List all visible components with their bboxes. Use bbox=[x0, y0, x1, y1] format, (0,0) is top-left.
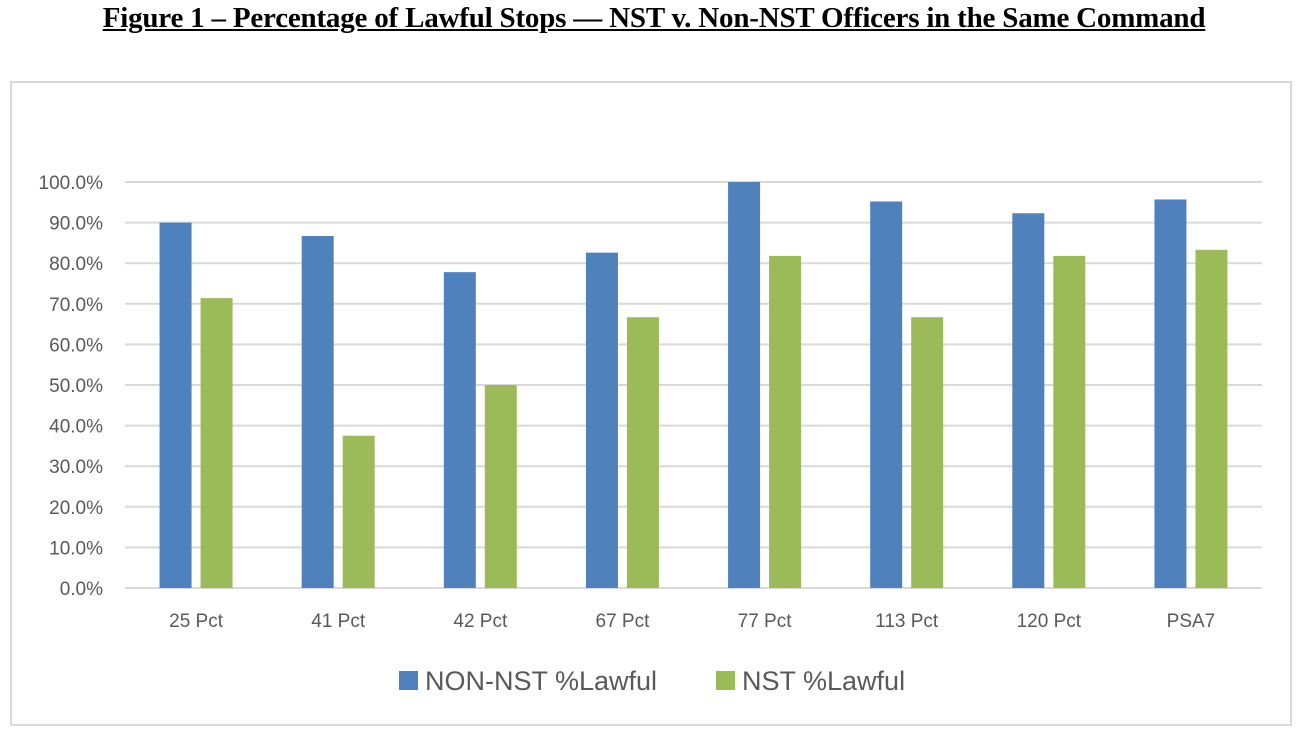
x-tick-label: 67 Pct bbox=[596, 611, 651, 632]
x-tick-label: 120 Pct bbox=[1017, 611, 1082, 632]
bar-nst-psa7 bbox=[1195, 249, 1228, 588]
bar-nst-120-pct bbox=[1053, 255, 1086, 588]
y-axis-tick-labels: 0.0% 10.0% 20.0% 30.0% 40.0% 50.0% 60.0% 70.0% 8… bbox=[39, 173, 104, 600]
y-tick-label: 60.0% bbox=[49, 335, 103, 356]
bar-non-nst-psa7 bbox=[1154, 199, 1187, 588]
y-tick-label: 40.0% bbox=[49, 417, 103, 438]
legend: NON-NST %Lawful NST %Lawful bbox=[399, 666, 905, 696]
bar-nst-41-pct bbox=[342, 435, 375, 588]
bars bbox=[159, 182, 1228, 589]
x-tick-label: 25 Pct bbox=[169, 611, 224, 632]
bar-non-nst-25-pct bbox=[159, 222, 192, 588]
bar-non-nst-42-pct bbox=[443, 272, 476, 588]
x-tick-label: 77 Pct bbox=[738, 611, 793, 632]
gridlines bbox=[125, 181, 1262, 589]
y-tick-label: 30.0% bbox=[49, 457, 103, 478]
x-tick-label: 42 Pct bbox=[453, 611, 508, 632]
bar-nst-25-pct bbox=[200, 298, 233, 588]
bar-nst-113-pct bbox=[911, 317, 944, 588]
bar-non-nst-113-pct bbox=[870, 201, 903, 588]
x-tick-label: 41 Pct bbox=[311, 611, 366, 632]
bar-non-nst-77-pct bbox=[728, 182, 761, 588]
legend-label: NST %Lawful bbox=[742, 666, 905, 696]
legend-label: NON-NST %Lawful bbox=[425, 666, 657, 696]
bar-non-nst-41-pct bbox=[301, 235, 334, 589]
legend-swatch bbox=[399, 671, 418, 690]
bar-non-nst-67-pct bbox=[585, 252, 618, 589]
x-tick-label: PSA7 bbox=[1167, 611, 1216, 632]
y-tick-label: 0.0% bbox=[60, 579, 103, 600]
y-tick-label: 80.0% bbox=[49, 254, 103, 275]
figure-title: Figure 1 – Percentage of Lawful Stops — … bbox=[102, 2, 1206, 34]
y-tick-label: 10.0% bbox=[49, 538, 103, 559]
x-tick-label: 113 Pct bbox=[875, 611, 939, 632]
y-tick-label: 100.0% bbox=[39, 173, 104, 194]
bar-nst-77-pct bbox=[769, 255, 802, 588]
bar-nst-42-pct bbox=[484, 385, 517, 588]
y-tick-label: 20.0% bbox=[49, 498, 103, 519]
x-axis-tick-labels: 25 Pct 41 Pct 42 Pct 67 Pct 77 Pct 113 Pct 120… bbox=[169, 611, 1215, 632]
bar-nst-67-pct bbox=[626, 317, 659, 588]
legend-swatch bbox=[716, 671, 735, 690]
bar-non-nst-120-pct bbox=[1012, 213, 1045, 588]
y-tick-label: 90.0% bbox=[49, 214, 103, 235]
y-tick-label: 70.0% bbox=[49, 295, 103, 316]
y-tick-label: 50.0% bbox=[49, 376, 103, 397]
